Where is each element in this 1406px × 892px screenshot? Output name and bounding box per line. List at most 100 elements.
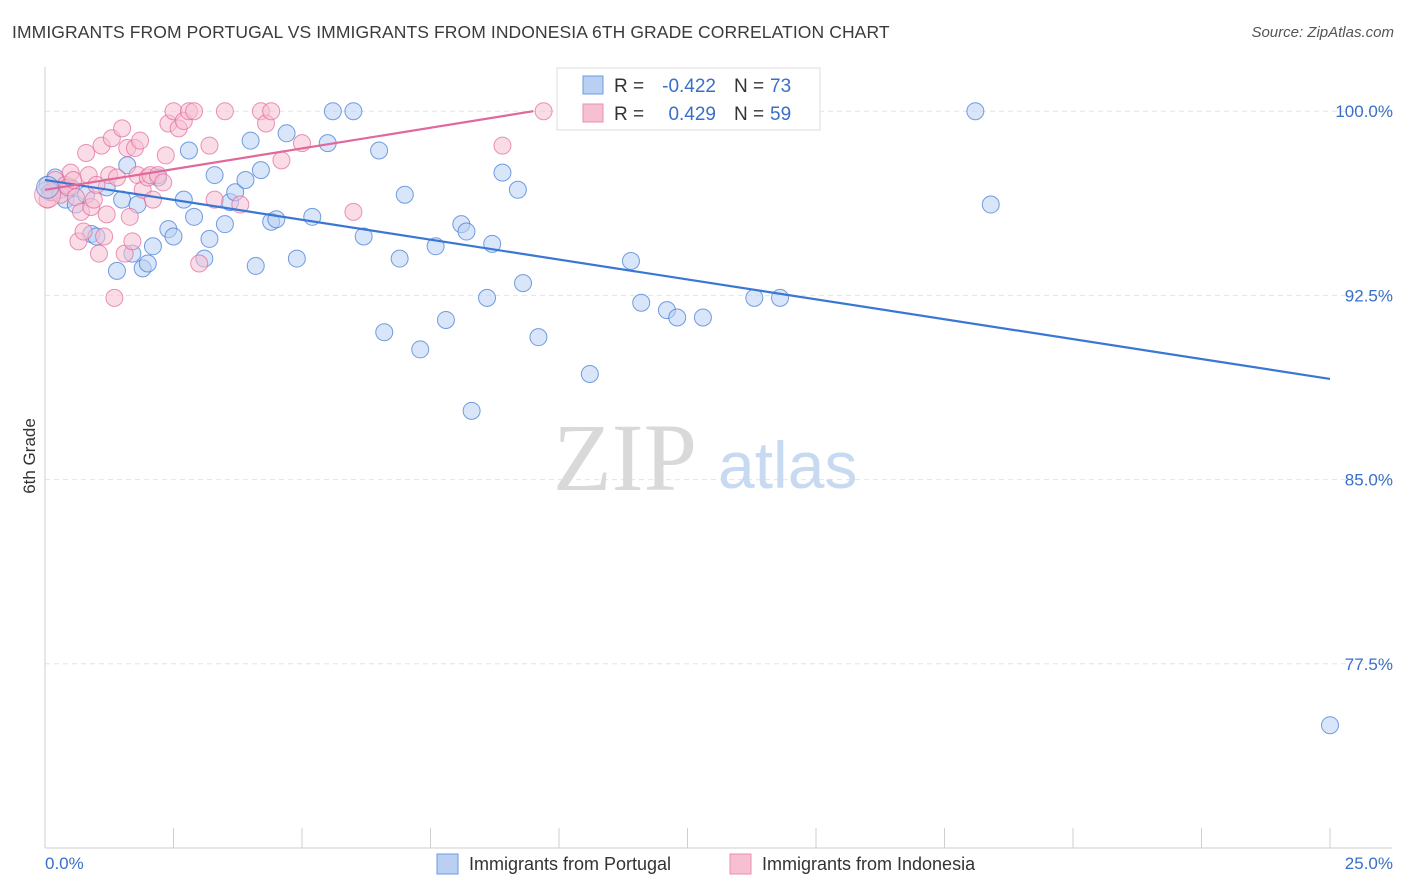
point-portugal-63 [632, 293, 651, 312]
legend: Immigrants from Portugal Immigrants from… [436, 853, 976, 875]
point-portugal-72 [1321, 716, 1339, 735]
series-indonesia [38, 102, 553, 307]
y-tick-labels: 100.0% 92.5% 85.0% 77.5% [1335, 102, 1393, 674]
point-portugal-42 [344, 102, 363, 121]
point-portugal-57 [508, 180, 527, 199]
x-tick-label-1: 25.0% [1345, 854, 1393, 873]
point-portugal-60 [580, 364, 599, 383]
point-portugal-26 [200, 229, 219, 248]
point-indonesia-49 [205, 190, 224, 209]
trend-line-portugal [44, 178, 1331, 380]
x-tick-labels: 0.0% 25.0% [45, 854, 1393, 873]
point-indonesia-11 [74, 222, 93, 241]
point-indonesia-36 [143, 190, 162, 209]
point-portugal-18 [143, 237, 162, 256]
point-portugal-17 [138, 254, 157, 273]
y-tick-label-0: 100.0% [1335, 102, 1393, 121]
point-indonesia-39 [156, 146, 175, 165]
point-indonesia-20 [97, 205, 116, 224]
stats-n-value-portugal: 73 [770, 76, 791, 97]
trend-line-indonesia [44, 110, 534, 191]
point-portugal-37 [277, 124, 296, 143]
point-portugal-53 [462, 401, 481, 420]
point-portugal-33 [246, 256, 265, 275]
trend-lines [44, 110, 1331, 380]
stats-n-value-indonesia: 59 [770, 104, 791, 125]
watermark-atlas: atlas [718, 428, 857, 502]
point-portugal-66 [693, 308, 712, 327]
watermark: ZIP atlas [553, 404, 857, 511]
data-points [34, 102, 1339, 735]
point-portugal-43 [354, 227, 373, 246]
point-indonesia-25 [113, 119, 132, 138]
point-indonesia-58 [534, 102, 553, 121]
y-tick-label-1: 92.5% [1345, 286, 1393, 305]
stats-r-value-indonesia: 0.429 [668, 104, 716, 125]
point-portugal-38 [287, 249, 306, 268]
point-portugal-11 [107, 261, 126, 280]
point-portugal-28 [215, 215, 234, 234]
point-portugal-50 [436, 310, 455, 329]
watermark-zip: ZIP [553, 404, 697, 511]
point-portugal-48 [411, 340, 430, 359]
y-axis-label: 6th Grade [20, 418, 39, 494]
point-portugal-27 [205, 166, 224, 185]
point-portugal-59 [529, 328, 548, 347]
point-portugal-41 [323, 102, 342, 121]
legend-swatch-indonesia [729, 853, 752, 875]
point-indonesia-23 [105, 288, 124, 307]
y-tick-label-3: 77.5% [1345, 655, 1393, 674]
point-indonesia-29 [123, 232, 142, 251]
point-portugal-44 [370, 141, 389, 160]
point-portugal-21 [164, 227, 183, 246]
point-portugal-52 [457, 222, 476, 241]
legend-label-indonesia: Immigrants from Indonesia [762, 854, 976, 874]
gridlines [45, 110, 1392, 665]
stats-swatch-portugal [582, 75, 604, 95]
stats-swatch-indonesia [582, 103, 604, 123]
x-tick-label-0: 0.0% [45, 854, 84, 873]
point-indonesia-32 [131, 131, 150, 150]
stats-legend-box: R = -0.422 N = 73 R = 0.429 N = 59 [556, 67, 821, 131]
stats-n-label-indonesia: N = [734, 104, 764, 125]
point-portugal-62 [621, 252, 640, 271]
point-indonesia-46 [190, 254, 209, 273]
point-indonesia-47 [200, 136, 219, 155]
point-portugal-24 [185, 207, 204, 226]
legend-swatch-portugal [436, 853, 459, 875]
point-portugal-32 [241, 131, 260, 150]
point-portugal-23 [179, 141, 198, 160]
stats-r-label-portugal: R = [614, 76, 644, 97]
point-portugal-34 [251, 161, 270, 180]
point-portugal-46 [390, 249, 409, 268]
point-indonesia-15 [84, 190, 103, 209]
legend-label-portugal: Immigrants from Portugal [469, 854, 671, 874]
point-indonesia-54 [272, 151, 291, 170]
point-indonesia-19 [95, 227, 114, 246]
point-indonesia-17 [89, 244, 108, 263]
point-portugal-67 [745, 288, 764, 307]
point-indonesia-38 [154, 173, 173, 192]
y-tick-label-2: 85.0% [1345, 471, 1393, 490]
point-portugal-47 [395, 185, 414, 204]
point-portugal-36 [267, 210, 286, 229]
point-portugal-31 [236, 170, 255, 189]
point-portugal-70 [966, 102, 985, 121]
point-indonesia-45 [185, 102, 204, 121]
point-portugal-45 [375, 323, 394, 342]
point-portugal-65 [668, 308, 687, 327]
point-indonesia-56 [344, 202, 363, 221]
point-indonesia-57 [493, 136, 512, 155]
point-indonesia-12 [77, 143, 96, 162]
point-portugal-58 [514, 274, 533, 293]
point-indonesia-48 [215, 102, 234, 121]
stats-r-label-indonesia: R = [614, 104, 644, 125]
point-portugal-56 [493, 163, 512, 182]
chart-title: IMMIGRANTS FROM PORTUGAL VS IMMIGRANTS F… [12, 22, 890, 42]
point-portugal-54 [478, 288, 497, 307]
point-indonesia-28 [120, 207, 139, 226]
point-portugal-71 [981, 195, 1000, 214]
source-attribution: Source: ZipAtlas.com [1251, 24, 1394, 41]
stats-n-label-portugal: N = [734, 76, 764, 97]
